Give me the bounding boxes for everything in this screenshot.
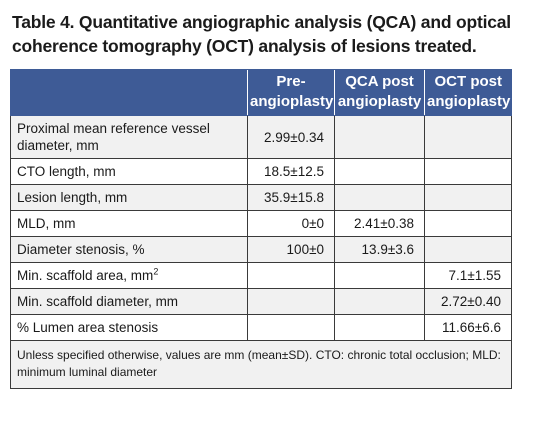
cell-qca: 13.9±3.6 [334, 236, 425, 263]
table-header-row: Pre- angioplasty QCA post angioplasty OC… [10, 69, 512, 116]
row-label-cell: Min. scaffold area, mm2 [10, 262, 248, 289]
header-line: Pre- [276, 73, 306, 90]
cell-oct: 11.66±6.6 [424, 314, 512, 341]
row-label: CTO length, mm [10, 158, 248, 185]
header-line: QCA post [345, 73, 414, 90]
header-qca-post: QCA post angioplasty [334, 69, 425, 116]
row-label: MLD, mm [10, 210, 248, 237]
table-caption: Table 4. Quantitative angiographic analy… [12, 12, 511, 56]
table-row: MLD, mm 0±0 2.41±0.38 [10, 210, 512, 237]
cell-oct [424, 236, 512, 263]
cell-oct [424, 184, 512, 211]
cell-qca [334, 184, 425, 211]
cell-qca [334, 288, 425, 315]
row-label: Min. scaffold area, mm [17, 268, 154, 283]
header-pre-angioplasty: Pre- angioplasty [247, 69, 335, 116]
row-label: Diameter stenosis, % [10, 236, 248, 263]
qca-oct-table: Pre- angioplasty QCA post angioplasty OC… [10, 69, 512, 389]
cell-qca [334, 158, 425, 185]
table-row: Diameter stenosis, % 100±0 13.9±3.6 [10, 236, 512, 263]
table-row: % Lumen area stenosis 11.66±6.6 [10, 314, 512, 341]
cell-oct [424, 210, 512, 237]
table-row: Proximal mean reference vessel diameter,… [10, 115, 512, 159]
cell-oct [424, 158, 512, 185]
header-line: angioplasty [250, 93, 334, 110]
data-table: Pre- angioplasty QCA post angioplasty OC… [10, 69, 512, 389]
cell-pre: 35.9±15.8 [247, 184, 335, 211]
row-label: Proximal mean reference vessel diameter,… [10, 115, 248, 159]
header-oct-post: OCT post angioplasty [424, 69, 512, 116]
row-label: Lesion length, mm [10, 184, 248, 211]
table-row: Min. scaffold diameter, mm 2.72±0.40 [10, 288, 512, 315]
header-line: OCT post [434, 73, 503, 90]
cell-qca [334, 115, 425, 159]
table-row: CTO length, mm 18.5±12.5 [10, 158, 512, 185]
header-line: angioplasty [427, 93, 511, 110]
header-line: angioplasty [337, 93, 422, 110]
cell-pre: 18.5±12.5 [247, 158, 335, 185]
cell-pre [247, 288, 335, 315]
cell-oct: 7.1±1.55 [424, 262, 512, 289]
cell-pre [247, 262, 335, 289]
superscript: 2 [153, 266, 159, 277]
header-empty [10, 69, 248, 116]
cell-pre: 100±0 [247, 236, 335, 263]
cell-oct: 2.72±0.40 [424, 288, 512, 315]
footnote-row: Unless specified otherwise, values are m… [10, 340, 512, 389]
cell-qca [334, 314, 425, 341]
row-label: Min. scaffold diameter, mm [10, 288, 248, 315]
row-label: % Lumen area stenosis [10, 314, 248, 341]
cell-qca [334, 262, 425, 289]
cell-pre: 2.99±0.34 [247, 115, 335, 159]
cell-oct [424, 115, 512, 159]
cell-pre [247, 314, 335, 341]
table-footnote: Unless specified otherwise, values are m… [10, 340, 512, 389]
cell-qca: 2.41±0.38 [334, 210, 425, 237]
table-row: Lesion length, mm 35.9±15.8 [10, 184, 512, 211]
cell-pre: 0±0 [247, 210, 335, 237]
table-row: Min. scaffold area, mm2 7.1±1.55 [10, 262, 512, 289]
